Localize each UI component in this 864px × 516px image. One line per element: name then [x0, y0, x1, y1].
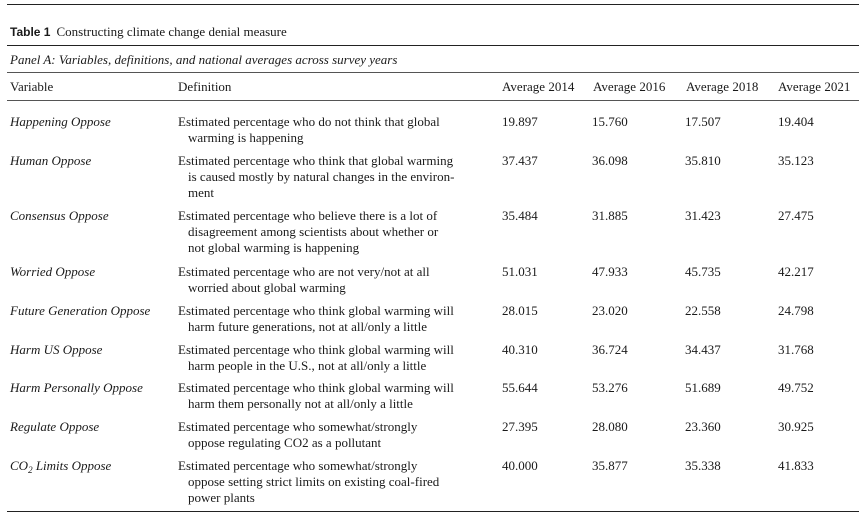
definition-line: harm them personally not at all/only a l…: [188, 396, 413, 411]
header-bottom-rule: [7, 100, 859, 101]
value-2021-cell: 35.123: [778, 153, 814, 168]
definition-line: Estimated percentage who are not very/no…: [178, 264, 430, 279]
definition-line: warming is happening: [188, 130, 304, 145]
value-2021-cell: 41.833: [778, 458, 814, 473]
panel-top-rule: [7, 45, 859, 46]
value-2016-cell: 15.760: [592, 114, 628, 129]
value-2021-cell: 19.404: [778, 114, 814, 129]
definition-cell: Estimated percentage who somewhat/strong…: [178, 458, 496, 506]
definition-line: ment: [188, 185, 214, 200]
value-2016-cell: 28.080: [592, 419, 628, 434]
definition-cell: Estimated percentage who are not very/no…: [178, 264, 496, 296]
value-2016-cell: 23.020: [592, 303, 628, 318]
value-2016-cell: 53.276: [592, 380, 628, 395]
value-2016-cell: 36.098: [592, 153, 628, 168]
value-2018-cell: 45.735: [685, 264, 721, 279]
value-2014-cell: 37.437: [502, 153, 538, 168]
value-2014-cell: 19.897: [502, 114, 538, 129]
definition-line: Estimated percentage who think global wa…: [178, 303, 454, 318]
definition-line: Estimated percentage who believe there i…: [178, 208, 438, 223]
definition-line: Estimated percentage who somewhat/strong…: [178, 458, 418, 473]
value-2014-cell: 55.644: [502, 380, 538, 395]
definition-line: Estimated percentage who think global wa…: [178, 380, 454, 395]
definition-line: harm people in the U.S., not at all/only…: [188, 358, 427, 373]
value-2014-cell: 27.395: [502, 419, 538, 434]
value-2018-cell: 35.338: [685, 458, 721, 473]
header-average-2016: Average 2016: [593, 79, 666, 94]
header-definition: Definition: [178, 79, 232, 94]
value-2018-cell: 22.558: [685, 303, 721, 318]
value-2018-cell: 51.689: [685, 380, 721, 395]
value-2018-cell: 23.360: [685, 419, 721, 434]
definition-line: not global warming is happening: [188, 240, 360, 255]
definition-line: oppose regulating CO2 as a pollutant: [188, 435, 382, 450]
variable-cell: Harm US Oppose: [10, 342, 103, 357]
definition-line: oppose setting strict limits on existing…: [188, 474, 440, 489]
definition-cell: Estimated percentage who somewhat/strong…: [178, 419, 496, 451]
value-2016-cell: 31.885: [592, 208, 628, 223]
header-variable: Variable: [10, 79, 54, 94]
value-2016-cell: 47.933: [592, 264, 628, 279]
value-2021-cell: 27.475: [778, 208, 814, 223]
variable-cell: Regulate Oppose: [10, 419, 100, 434]
value-2016-cell: 36.724: [592, 342, 628, 357]
variable-cell: Harm Personally Oppose: [10, 380, 143, 395]
definition-line: Estimated percentage who think global wa…: [178, 342, 454, 357]
variable-cell: Happening Oppose: [10, 114, 111, 129]
definition-line: harm future generations, not at all/only…: [188, 319, 427, 334]
definition-line: Estimated percentage who do not think th…: [178, 114, 440, 129]
value-2021-cell: 31.768: [778, 342, 814, 357]
definition-line: is caused mostly by natural changes in t…: [188, 169, 455, 184]
header-average-2018: Average 2018: [686, 79, 759, 94]
table-label: Table 1: [10, 25, 51, 39]
table-title: Constructing climate change denial measu…: [56, 24, 287, 39]
variable-cell: Consensus Oppose: [10, 208, 109, 223]
top-rule: [7, 4, 859, 5]
value-2021-cell: 42.217: [778, 264, 814, 279]
value-2021-cell: 49.752: [778, 380, 814, 395]
value-2014-cell: 40.310: [502, 342, 538, 357]
definition-line: worried about global warming: [188, 280, 346, 295]
definition-line: power plants: [188, 490, 255, 505]
value-2018-cell: 17.507: [685, 114, 721, 129]
variable-subscript: 2: [28, 465, 33, 475]
definition-line: Estimated percentage who think that glob…: [178, 153, 454, 168]
value-2016-cell: 35.877: [592, 458, 628, 473]
definition-cell: Estimated percentage who think global wa…: [178, 303, 496, 335]
variable-prefix: CO: [10, 458, 29, 473]
definition-cell: Estimated percentage who think global wa…: [178, 380, 496, 412]
value-2018-cell: 31.423: [685, 208, 721, 223]
variable-cell: CO2 Limits Oppose: [10, 458, 112, 475]
variable-suffix: Limits Oppose: [32, 458, 112, 473]
variable-cell: Worried Oppose: [10, 264, 96, 279]
definition-line: Estimated percentage who somewhat/strong…: [178, 419, 418, 434]
panel-bottom-rule: [7, 72, 859, 73]
value-2018-cell: 35.810: [685, 153, 721, 168]
value-2021-cell: 30.925: [778, 419, 814, 434]
definition-cell: Estimated percentage who think that glob…: [178, 153, 496, 201]
variable-cell: Human Oppose: [10, 153, 92, 168]
table-caption: Table 1 Constructing climate change denia…: [10, 24, 287, 40]
value-2014-cell: 28.015: [502, 303, 538, 318]
value-2014-cell: 35.484: [502, 208, 538, 223]
variable-cell: Future Generation Oppose: [10, 303, 151, 318]
value-2021-cell: 24.798: [778, 303, 814, 318]
value-2014-cell: 51.031: [502, 264, 538, 279]
definition-cell: Estimated percentage who think global wa…: [178, 342, 496, 374]
value-2014-cell: 40.000: [502, 458, 538, 473]
panel-title: Panel A: Variables, definitions, and nat…: [10, 52, 398, 67]
definition-line: disagreement among scientists about whet…: [188, 224, 439, 239]
header-average-2021: Average 2021: [778, 79, 851, 94]
value-2018-cell: 34.437: [685, 342, 721, 357]
header-average-2014: Average 2014: [502, 79, 575, 94]
bottom-rule: [7, 511, 859, 512]
definition-cell: Estimated percentage who do not think th…: [178, 114, 496, 146]
definition-cell: Estimated percentage who believe there i…: [178, 208, 496, 256]
